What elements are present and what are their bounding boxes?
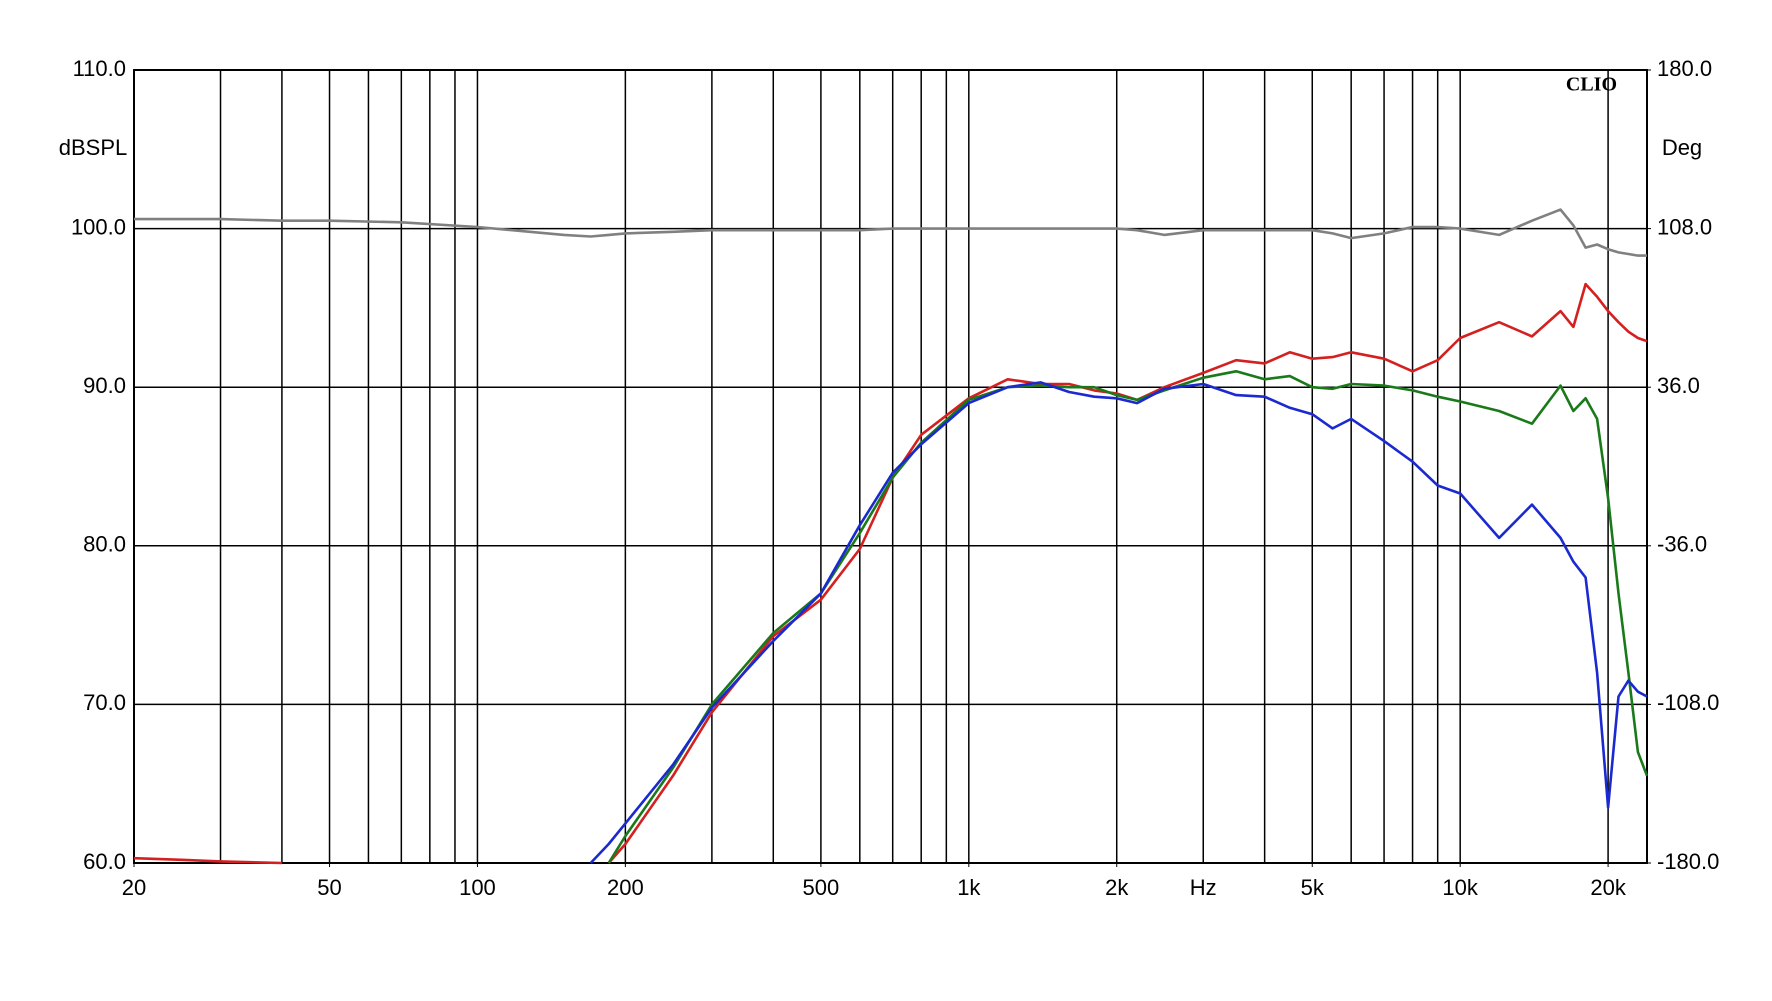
series-line (607, 370, 1649, 864)
y2-tick-label: 36.0 (1657, 373, 1700, 398)
x-tick-label: 50 (317, 875, 341, 900)
y2-tick-label: -36.0 (1657, 532, 1707, 557)
x-tick-label: 2k (1105, 875, 1129, 900)
series-line (607, 282, 1648, 864)
x-tick-label: 10k (1442, 875, 1478, 900)
series-line (589, 381, 1648, 864)
x-tick-label: 200 (607, 875, 644, 900)
x-tick-label: 500 (803, 875, 840, 900)
y2-tick-label: -180.0 (1657, 849, 1719, 874)
y-axis-label: dBSPL (59, 135, 128, 160)
y2-tick-label: -108.0 (1657, 690, 1719, 715)
plot-frame (133, 69, 1648, 864)
brand: CLIO (1566, 74, 1617, 96)
y-tick-label: 70.0 (83, 690, 126, 715)
y-tick-label: 100.0 (71, 214, 126, 239)
y2-tick-label: 180.0 (1657, 56, 1712, 81)
x-tick-label: 5k (1301, 875, 1325, 900)
x-tick-label: 20 (122, 875, 146, 900)
x-axis-label: Hz (1190, 875, 1217, 900)
x-tick-label: 20k (1590, 875, 1626, 900)
y-tick-label: 80.0 (83, 532, 126, 557)
y-tick-label: 90.0 (83, 373, 126, 398)
y-tick-label: 110.0 (73, 56, 126, 81)
y2-axis-label: Deg (1662, 135, 1702, 160)
x-tick-label: 100 (459, 875, 496, 900)
y2-tick-label: 108.0 (1657, 214, 1712, 239)
series-line (133, 856, 282, 865)
y-tick-label: 60.0 (83, 849, 126, 874)
x-tick-label: 1k (957, 875, 981, 900)
series-line (134, 208, 1647, 257)
